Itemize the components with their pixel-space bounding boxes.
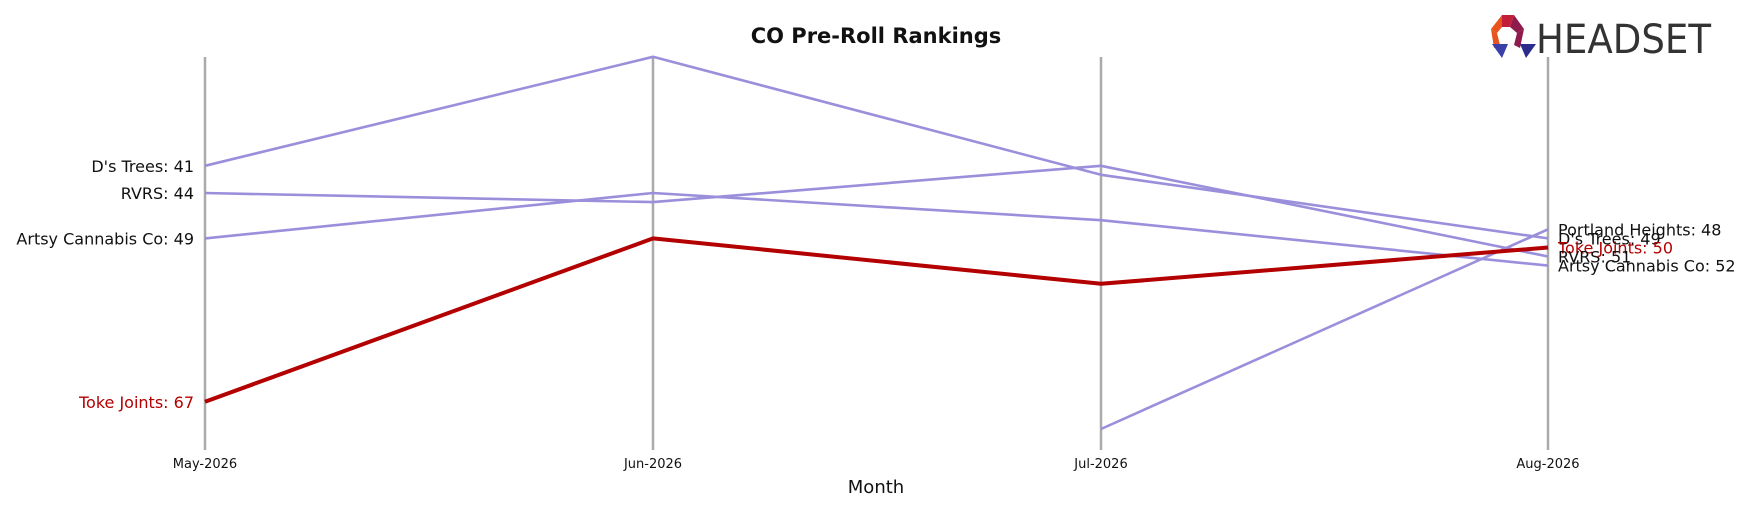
x-axis-label: Month	[848, 477, 904, 498]
series-line-portland-heights	[1100, 228, 1549, 431]
chart-title: CO Pre-Roll Rankings	[751, 24, 1002, 48]
right-label-toke-joints: Toke Joints: 50	[1557, 239, 1673, 258]
right-label-artsy-cannabis-co: Artsy Cannabis Co: 52	[1558, 257, 1736, 276]
month-gridlines	[203, 57, 1550, 450]
headset-logo-text: HEADSET	[1536, 17, 1712, 63]
x-tick-label: Jul-2026	[1073, 457, 1127, 472]
series-line-toke-joints	[204, 236, 1549, 404]
headset-logo-mark	[1491, 15, 1536, 58]
right-label-portland-heights: Portland Heights: 48	[1558, 220, 1721, 239]
right-label-rvrs: RVRS: 51	[1558, 248, 1631, 267]
x-tick-label: Jun-2026	[623, 457, 682, 472]
left-label-toke-joints: Toke Joints: 67	[78, 393, 194, 412]
left-label-artsy-cannabis-co: Artsy Cannabis Co: 49	[16, 229, 194, 248]
series-line-artsy-cannabis-co	[204, 191, 1549, 267]
series-labels: D's Trees: 41 RVRS: 44 Artsy Cannabis Co: …	[16, 157, 1735, 412]
left-label-rvrs: RVRS: 44	[121, 184, 194, 203]
x-axis-ticks: May-2026 Jun-2026 Jul-2026 Aug-2026	[173, 457, 1580, 472]
series-line-d-s-trees	[204, 55, 1549, 240]
series-line-rvrs	[204, 164, 1549, 258]
x-tick-label: May-2026	[173, 457, 237, 472]
series-lines	[204, 55, 1549, 431]
left-label-d-s-trees: D's Trees: 41	[91, 157, 194, 176]
headset-logo: HEADSET	[1491, 15, 1712, 63]
right-label-d-s-trees: D's Trees: 49	[1558, 229, 1661, 248]
x-tick-label: Aug-2026	[1516, 457, 1579, 472]
